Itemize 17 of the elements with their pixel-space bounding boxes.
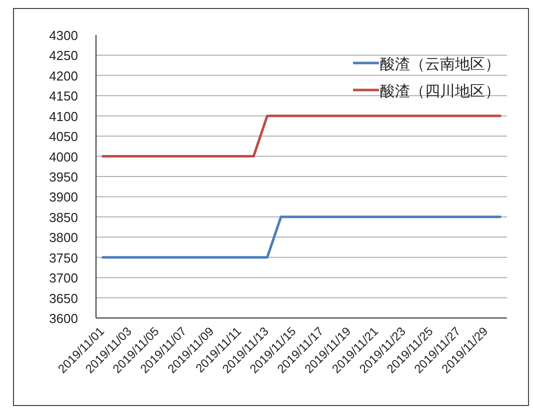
legend-label: 酸渣（云南地区） bbox=[380, 56, 500, 73]
y-tick-label: 3650 bbox=[49, 290, 78, 306]
y-tick-label: 4050 bbox=[49, 129, 78, 144]
y-tick-label: 4150 bbox=[49, 88, 78, 104]
y-tick-label: 3750 bbox=[49, 250, 78, 266]
y-tick-label: 4300 bbox=[49, 28, 78, 43]
y-tick-label: 4200 bbox=[49, 68, 78, 84]
y-tick-label: 3700 bbox=[49, 270, 78, 286]
y-tick-label: 3600 bbox=[49, 311, 78, 326]
y-tick-label: 4250 bbox=[49, 48, 78, 64]
y-tick-label: 4000 bbox=[49, 149, 78, 164]
legend-label: 酸渣（四川地区） bbox=[380, 83, 500, 100]
y-tick-label: 4100 bbox=[49, 108, 78, 124]
y-tick-label: 3800 bbox=[49, 230, 78, 246]
y-tick-label: 3900 bbox=[49, 190, 78, 205]
y-tick-label: 3950 bbox=[49, 170, 78, 184]
y-tick-label: 3850 bbox=[49, 210, 78, 225]
